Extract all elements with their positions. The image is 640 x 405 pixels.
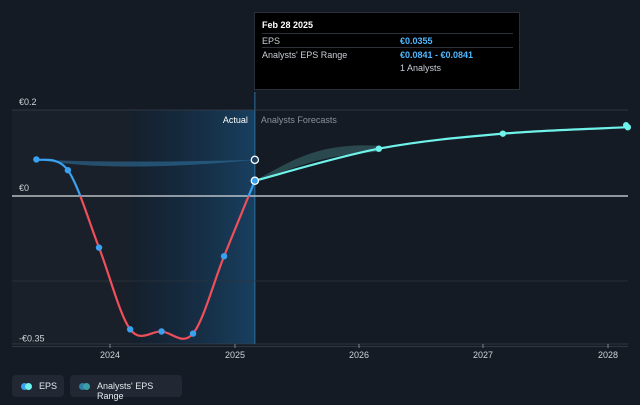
eps-point <box>220 253 228 260</box>
tooltip-value: €0.0355 <box>400 36 433 46</box>
legend-dot-icon <box>83 383 90 390</box>
y-tick-label: €0.2 <box>19 97 37 107</box>
x-tick-label: 2024 <box>100 350 120 360</box>
range-point <box>250 155 260 165</box>
eps-current-point <box>250 176 260 185</box>
legend-dot-icon <box>21 383 28 390</box>
legend-label: Analysts' EPS Range <box>97 381 154 401</box>
forecast-line-tail <box>625 124 629 128</box>
tooltip-value: 1 Analysts <box>400 63 442 73</box>
region-label-actual: Actual <box>223 115 248 125</box>
y-tick-label: €0 <box>19 183 29 193</box>
y-tick-label: -€0.35 <box>19 334 45 344</box>
legend-dot-icon <box>79 383 86 390</box>
tooltip-value: €0.0841 - €0.0841 <box>400 50 474 60</box>
past-region-shade <box>12 110 130 344</box>
legend-dot-icon <box>25 383 32 390</box>
chart-tooltip: Feb 28 2025 EPS €0.0355 Analysts' EPS Ra… <box>254 12 520 90</box>
x-tick-label: 2028 <box>598 350 618 360</box>
forecast-point <box>499 130 507 137</box>
forecast-point <box>375 145 383 152</box>
eps-point <box>64 167 72 174</box>
eps-chart: €0.2 €0 -€0.35 Actual Analysts Forecasts 2024… <box>12 92 632 360</box>
forecast-range-band <box>254 145 379 181</box>
eps-point <box>95 244 103 251</box>
eps-line-positive <box>36 158 256 196</box>
actual-region-shade <box>130 110 255 344</box>
eps-point <box>33 156 40 163</box>
x-tick-label: 2027 <box>473 350 493 360</box>
eps-point <box>189 330 197 337</box>
legend-item-eps[interactable]: EPS <box>12 375 64 397</box>
eps-point <box>158 328 165 335</box>
x-tick-label: 2025 <box>225 350 245 360</box>
tooltip-row-eps: EPS €0.0355 <box>262 33 513 48</box>
forecast-line <box>254 126 628 182</box>
tooltip-row-analysts: 1 Analysts <box>262 61 513 75</box>
tooltip-row-range: Analysts' EPS Range €0.0841 - €0.0841 <box>262 47 513 62</box>
legend-label: EPS <box>39 381 58 391</box>
legend-item-eps-range[interactable]: Analysts' EPS Range <box>70 375 182 401</box>
eps-range-band <box>36 159 255 167</box>
region-label-forecast: Analysts Forecasts <box>261 115 338 125</box>
tooltip-label: EPS <box>262 36 281 46</box>
x-tick-label: 2026 <box>349 350 369 360</box>
tooltip-label: Analysts' EPS Range <box>262 50 348 60</box>
tooltip-date: Feb 28 2025 <box>262 20 314 30</box>
eps-point <box>126 326 134 333</box>
